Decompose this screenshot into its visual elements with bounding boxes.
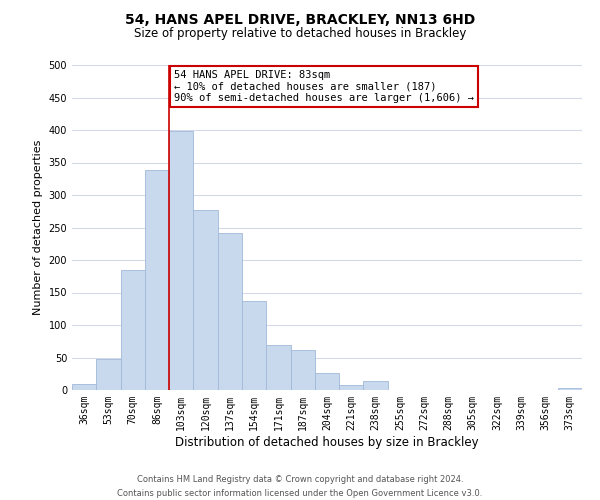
Bar <box>193 210 218 390</box>
X-axis label: Distribution of detached houses by size in Brackley: Distribution of detached houses by size … <box>175 436 479 448</box>
Text: 54 HANS APEL DRIVE: 83sqm
← 10% of detached houses are smaller (187)
90% of semi: 54 HANS APEL DRIVE: 83sqm ← 10% of detac… <box>174 70 474 103</box>
Text: 54, HANS APEL DRIVE, BRACKLEY, NN13 6HD: 54, HANS APEL DRIVE, BRACKLEY, NN13 6HD <box>125 12 475 26</box>
Bar <box>242 301 266 390</box>
Text: Contains HM Land Registry data © Crown copyright and database right 2024.
Contai: Contains HM Land Registry data © Crown c… <box>118 476 482 498</box>
Y-axis label: Number of detached properties: Number of detached properties <box>33 140 43 315</box>
Bar <box>315 373 339 390</box>
Bar <box>290 350 315 390</box>
Bar <box>364 381 388 390</box>
Bar <box>72 384 96 390</box>
Bar <box>96 360 121 390</box>
Bar <box>339 385 364 390</box>
Bar <box>121 270 145 390</box>
Bar <box>266 344 290 390</box>
Text: Size of property relative to detached houses in Brackley: Size of property relative to detached ho… <box>134 28 466 40</box>
Bar <box>145 170 169 390</box>
Bar <box>558 388 582 390</box>
Bar <box>169 132 193 390</box>
Bar <box>218 232 242 390</box>
